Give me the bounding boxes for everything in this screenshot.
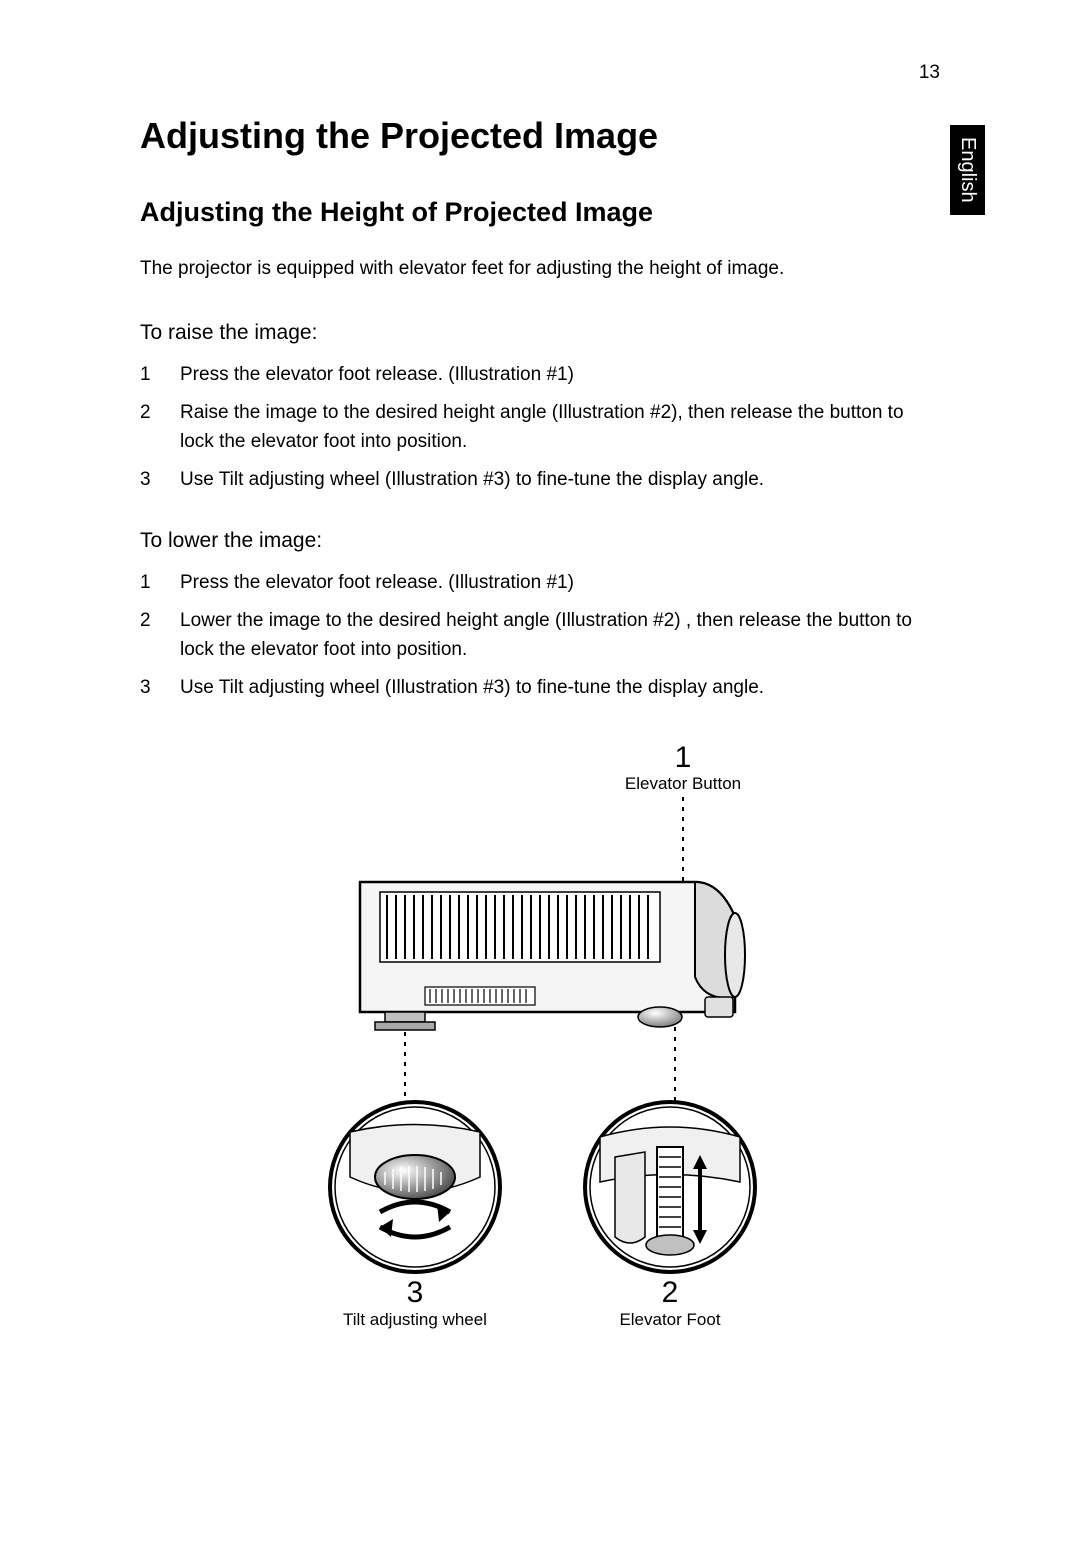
language-tab: English bbox=[950, 125, 985, 215]
list-item: 3Use Tilt adjusting wheel (Illustration … bbox=[140, 466, 950, 495]
callout-1-num: 1 bbox=[675, 741, 692, 774]
step-text: Use Tilt adjusting wheel (Illustration #… bbox=[180, 466, 950, 495]
list-item: 1Press the elevator foot release. (Illus… bbox=[140, 361, 950, 390]
page-number: 13 bbox=[919, 62, 940, 84]
step-num: 2 bbox=[140, 607, 180, 664]
list-item: 2Lower the image to the desired height a… bbox=[140, 607, 950, 664]
lower-steps: 1Press the elevator foot release. (Illus… bbox=[140, 569, 950, 703]
callout-2-label: Elevator Foot bbox=[619, 1310, 720, 1329]
list-item: 2Raise the image to the desired height a… bbox=[140, 399, 950, 456]
step-text: Press the elevator foot release. (Illust… bbox=[180, 569, 950, 598]
callout-2-num: 2 bbox=[662, 1276, 679, 1309]
projector-diagram: 1 Elevator Button bbox=[265, 737, 825, 1337]
step-text: Raise the image to the desired height an… bbox=[180, 399, 950, 456]
detail-elevator-foot bbox=[585, 1102, 755, 1272]
callout-3-num: 3 bbox=[407, 1276, 424, 1309]
section-subtitle: Adjusting the Height of Projected Image bbox=[140, 197, 950, 228]
step-text: Press the elevator foot release. (Illust… bbox=[180, 361, 950, 390]
step-num: 3 bbox=[140, 674, 180, 703]
page-title: Adjusting the Projected Image bbox=[140, 115, 950, 157]
lower-heading: To lower the image: bbox=[140, 529, 950, 553]
step-text: Lower the image to the desired height an… bbox=[180, 607, 950, 664]
detail-tilt-wheel bbox=[330, 1102, 500, 1272]
list-item: 1Press the elevator foot release. (Illus… bbox=[140, 569, 950, 598]
callout-3-label: Tilt adjusting wheel bbox=[343, 1310, 487, 1329]
step-num: 1 bbox=[140, 569, 180, 598]
intro-text: The projector is equipped with elevator … bbox=[140, 256, 950, 283]
raise-steps: 1Press the elevator foot release. (Illus… bbox=[140, 361, 950, 495]
step-text: Use Tilt adjusting wheel (Illustration #… bbox=[180, 674, 950, 703]
step-num: 3 bbox=[140, 466, 180, 495]
callout-1-label: Elevator Button bbox=[625, 774, 741, 793]
raise-heading: To raise the image: bbox=[140, 321, 950, 345]
step-num: 1 bbox=[140, 361, 180, 390]
projector-body bbox=[360, 882, 745, 1030]
list-item: 3Use Tilt adjusting wheel (Illustration … bbox=[140, 674, 950, 703]
step-num: 2 bbox=[140, 399, 180, 456]
